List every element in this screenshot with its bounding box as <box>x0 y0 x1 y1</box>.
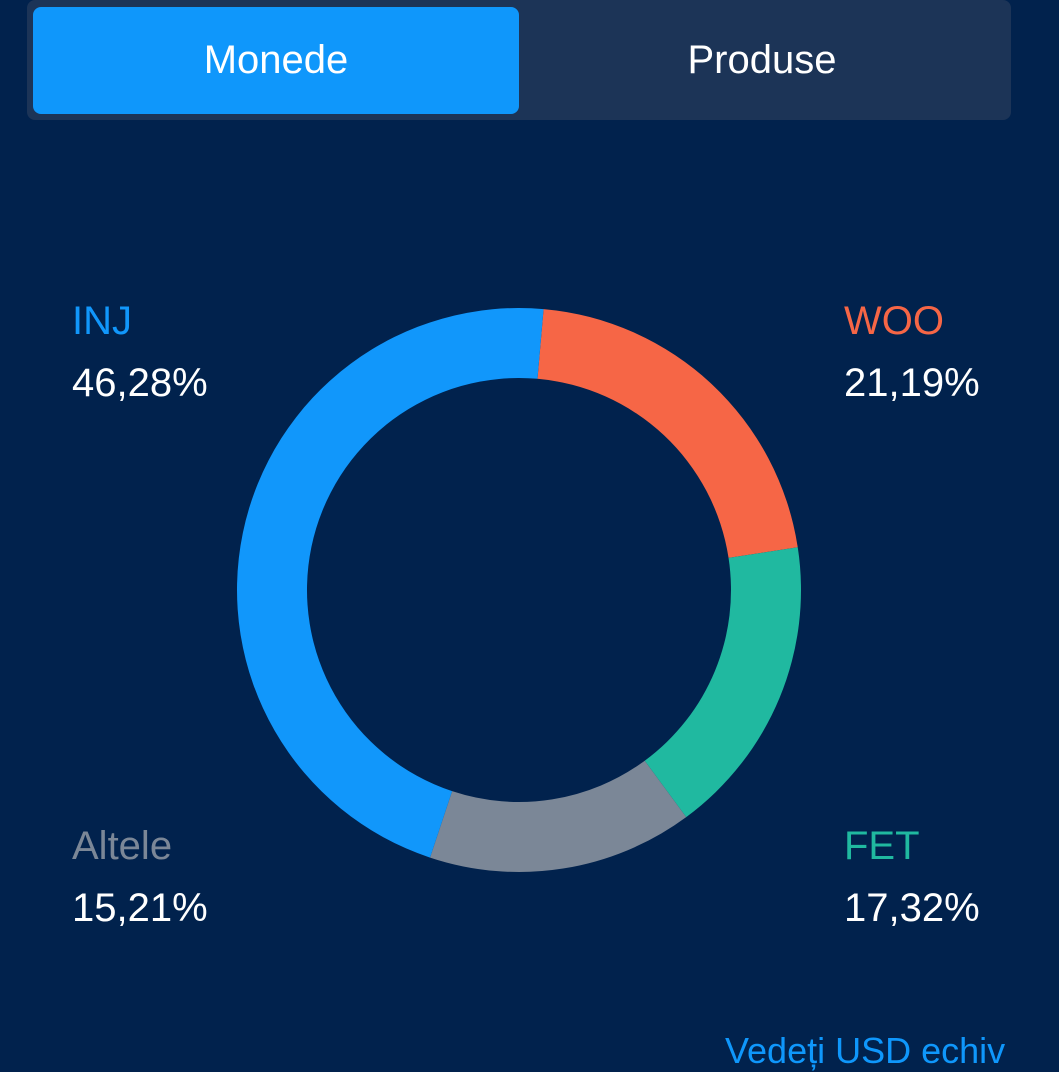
legend-woo: WOO 21,19% <box>844 298 980 406</box>
donut-slice-woo <box>537 309 798 558</box>
tab-products[interactable]: Produse <box>687 38 837 82</box>
donut-slice-altele <box>430 760 687 872</box>
legend-woo-name: WOO <box>844 299 944 343</box>
legend-fet-value: 17,32% <box>844 886 980 930</box>
allocation-donut-chart <box>236 307 801 872</box>
asset-tab-bar: Monede Produse <box>27 0 1011 120</box>
legend-other-name: Altele <box>72 824 173 868</box>
legend-woo-value: 21,19% <box>844 361 980 405</box>
view-usd-equivalent-link[interactable]: Vedeți USD echiv <box>725 1030 1006 1071</box>
legend-inj: INJ 46,28% <box>72 298 208 406</box>
legend-inj-value: 46,28% <box>72 361 208 405</box>
legend-other-value: 15,21% <box>72 886 208 930</box>
donut-slice-fet <box>644 547 801 818</box>
donut-slice-inj <box>236 307 544 858</box>
legend-fet-name: FET <box>844 824 920 868</box>
legend-inj-name: INJ <box>72 299 132 343</box>
legend-fet: FET 17,32% <box>844 823 980 931</box>
tab-coins[interactable]: Monede <box>33 7 519 114</box>
legend-other: Altele 15,21% <box>72 823 208 931</box>
